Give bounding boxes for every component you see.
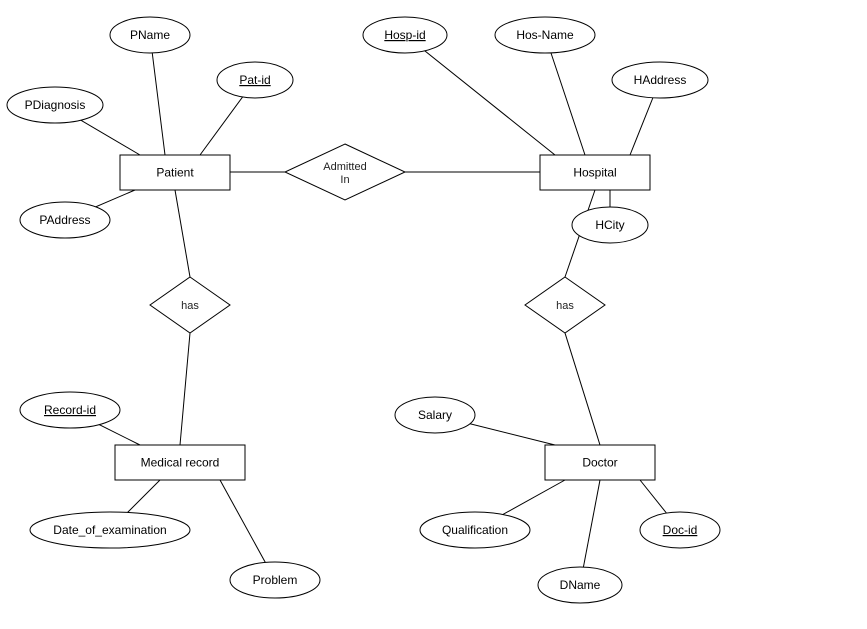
entity-label-doctor: Doctor	[582, 456, 617, 470]
relationship-label-has1: has	[181, 300, 199, 312]
attribute-label-hosname: Hos-Name	[516, 28, 574, 42]
attribute-label-qual: Qualification	[442, 523, 508, 537]
relationship-label-admitted-2: In	[340, 174, 349, 186]
attribute-label-patid: Pat-id	[239, 73, 270, 87]
entity-label-hospital: Hospital	[573, 166, 616, 180]
attribute-label-problem: Problem	[253, 573, 298, 587]
attribute-label-pdiag: PDiagnosis	[25, 98, 86, 112]
attribute-label-pname: PName	[130, 28, 170, 42]
attribute-label-dname: DName	[560, 578, 601, 592]
attr-line-hospid	[405, 35, 555, 155]
attribute-label-docid: Doc-id	[663, 523, 698, 537]
attribute-label-salary: Salary	[418, 408, 452, 422]
relationship-label-admitted-1: Admitted	[323, 161, 366, 173]
entity-label-patient: Patient	[156, 166, 194, 180]
attribute-label-haddr: HAddress	[634, 73, 687, 87]
edge-has1-medrec	[180, 333, 190, 445]
attribute-label-hcity: HCity	[595, 218, 624, 232]
entity-label-medrec: Medical record	[141, 456, 220, 470]
attribute-label-paddr: PAddress	[39, 213, 90, 227]
edge-patient-has1	[175, 190, 190, 277]
relationship-label-has2: has	[556, 300, 574, 312]
attribute-label-recid: Record-id	[44, 403, 96, 417]
attribute-label-doe: Date_of_examination	[53, 523, 166, 537]
attribute-label-hospid: Hosp-id	[384, 28, 425, 42]
edge-has2-doctor	[565, 333, 600, 445]
er-diagram-canvas: AdmittedIn has has Patient Hospital Medical r…	[0, 0, 867, 629]
